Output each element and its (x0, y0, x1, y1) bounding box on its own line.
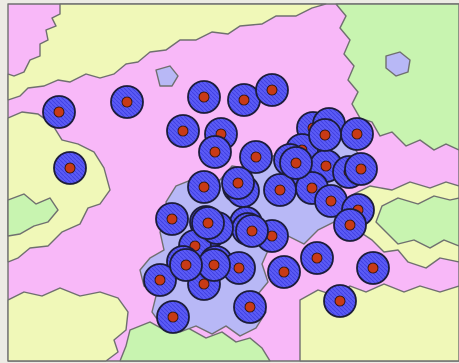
marker-center (344, 219, 356, 231)
map-marker[interactable] (143, 263, 177, 297)
marker-center (154, 274, 166, 286)
marker-center (266, 84, 278, 96)
blue-region-northeast (385, 51, 411, 77)
marker-center (198, 278, 210, 290)
marker-center (355, 163, 367, 175)
map-marker[interactable] (323, 284, 357, 318)
marker-center (320, 160, 332, 172)
map-marker[interactable] (169, 248, 203, 282)
marker-center (351, 128, 363, 140)
marker-center (208, 259, 220, 271)
marker-center (202, 217, 214, 229)
yellow-region-south (7, 287, 129, 362)
blue-region-north (155, 65, 179, 87)
map-marker[interactable] (356, 251, 390, 285)
map-marker[interactable] (187, 170, 221, 204)
marker-center (306, 182, 318, 194)
map-marker[interactable] (340, 117, 374, 151)
map-marker[interactable] (233, 290, 267, 324)
marker-center (325, 195, 337, 207)
marker-center (246, 225, 258, 237)
map-marker[interactable] (239, 140, 273, 174)
map-marker[interactable] (198, 135, 232, 169)
map-marker[interactable] (53, 151, 87, 185)
map-marker[interactable] (110, 85, 144, 119)
marker-center (367, 262, 379, 274)
map-marker[interactable] (187, 80, 221, 114)
map-markers (42, 73, 390, 334)
marker-center (233, 262, 245, 274)
marker-center (209, 146, 221, 158)
map-marker[interactable] (279, 146, 313, 180)
map-marker[interactable] (191, 206, 225, 240)
map-marker[interactable] (235, 214, 269, 248)
marker-center (121, 96, 133, 108)
marker-center (319, 129, 331, 141)
marker-center (180, 259, 192, 271)
map-marker[interactable] (308, 118, 342, 152)
yellow-region-north (7, 3, 327, 101)
map-marker[interactable] (42, 95, 76, 129)
marker-center (334, 295, 346, 307)
map-marker[interactable] (221, 166, 255, 200)
green-region-west (7, 193, 59, 237)
green-region-east (375, 195, 459, 249)
map-marker[interactable] (156, 300, 190, 334)
map-marker[interactable] (300, 241, 334, 275)
marker-center (198, 181, 210, 193)
map-marker[interactable] (333, 208, 367, 242)
marker-center (244, 301, 256, 313)
marker-center (238, 94, 250, 106)
map-marker[interactable] (155, 202, 189, 236)
marker-center (166, 213, 178, 225)
yellow-region-southeast (299, 283, 459, 362)
marker-center (53, 106, 65, 118)
marker-center (290, 157, 302, 169)
map-marker[interactable] (267, 255, 301, 289)
map-marker[interactable] (255, 73, 289, 107)
marker-center (311, 252, 323, 264)
marker-center (177, 125, 189, 137)
marker-center (64, 162, 76, 174)
marker-center (274, 184, 286, 196)
marker-center (232, 177, 244, 189)
marker-center (167, 311, 179, 323)
marker-center (278, 266, 290, 278)
map-marker[interactable] (166, 114, 200, 148)
marker-center (250, 151, 262, 163)
marker-center (198, 91, 210, 103)
map-marker[interactable] (344, 152, 378, 186)
